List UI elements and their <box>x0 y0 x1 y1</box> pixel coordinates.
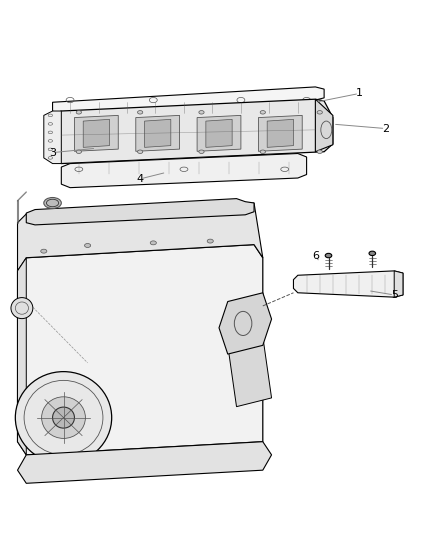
Polygon shape <box>53 87 324 115</box>
Polygon shape <box>44 111 61 164</box>
Ellipse shape <box>41 249 47 253</box>
Polygon shape <box>394 271 403 297</box>
Ellipse shape <box>138 110 143 114</box>
Polygon shape <box>74 115 118 151</box>
Ellipse shape <box>150 241 156 245</box>
Ellipse shape <box>76 110 81 114</box>
Ellipse shape <box>85 244 91 247</box>
Text: 1: 1 <box>356 88 363 99</box>
Ellipse shape <box>260 150 265 154</box>
Polygon shape <box>293 271 403 297</box>
Polygon shape <box>83 119 110 147</box>
Polygon shape <box>197 115 241 151</box>
Polygon shape <box>18 258 26 455</box>
Ellipse shape <box>325 253 332 258</box>
Polygon shape <box>219 293 272 354</box>
Polygon shape <box>53 99 333 164</box>
Polygon shape <box>18 442 272 483</box>
Ellipse shape <box>199 150 204 154</box>
Polygon shape <box>26 199 254 225</box>
Ellipse shape <box>317 150 322 154</box>
Text: 6: 6 <box>312 251 319 261</box>
Ellipse shape <box>207 239 213 243</box>
Polygon shape <box>258 115 302 151</box>
Ellipse shape <box>42 397 85 439</box>
Polygon shape <box>315 99 333 152</box>
Ellipse shape <box>76 150 81 154</box>
Text: 4: 4 <box>137 174 144 184</box>
Ellipse shape <box>199 110 204 114</box>
Ellipse shape <box>44 198 61 208</box>
Polygon shape <box>145 119 171 147</box>
Ellipse shape <box>53 407 74 428</box>
Polygon shape <box>18 203 263 271</box>
Polygon shape <box>228 336 272 407</box>
Polygon shape <box>267 119 293 147</box>
Ellipse shape <box>15 372 112 464</box>
Ellipse shape <box>138 150 143 154</box>
Polygon shape <box>136 115 180 151</box>
Text: 2: 2 <box>382 124 389 134</box>
Text: 3: 3 <box>49 148 56 158</box>
Polygon shape <box>18 245 263 455</box>
Ellipse shape <box>11 297 33 319</box>
Text: 5: 5 <box>391 290 398 300</box>
Polygon shape <box>61 154 307 188</box>
Ellipse shape <box>369 251 376 255</box>
Ellipse shape <box>317 110 322 114</box>
Polygon shape <box>206 119 232 147</box>
Ellipse shape <box>260 110 265 114</box>
